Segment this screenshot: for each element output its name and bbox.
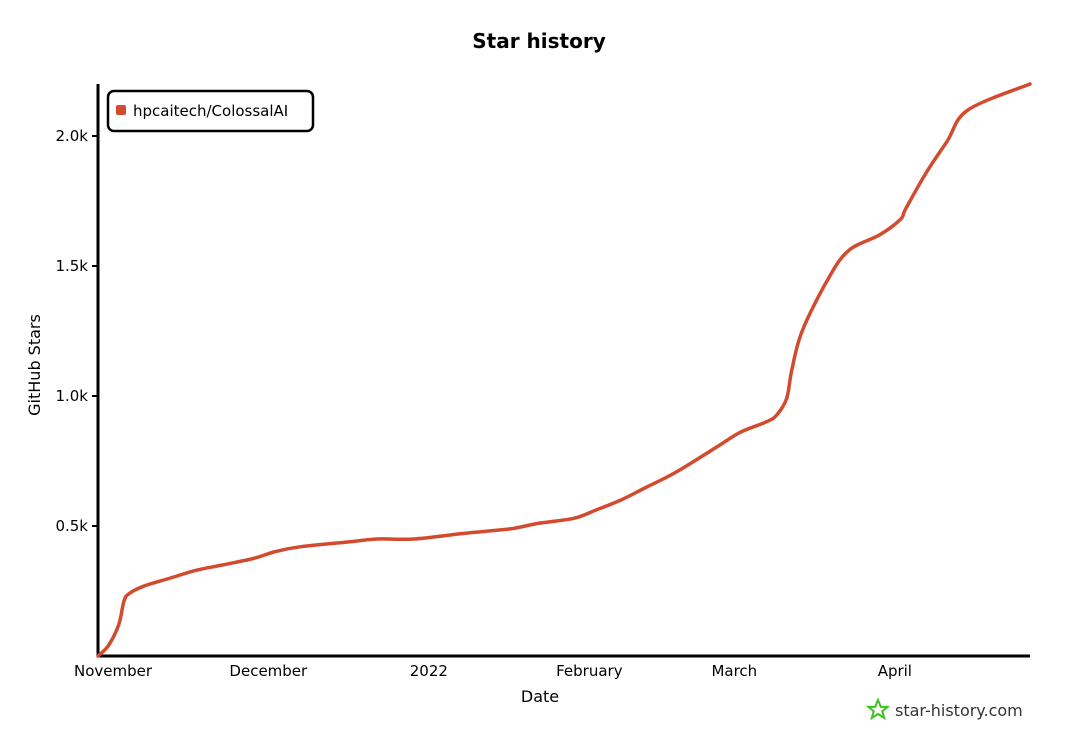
y-tick-label: 0.5k	[55, 517, 88, 535]
x-tick-label: April	[878, 662, 912, 680]
x-tick-label: 2022	[410, 662, 448, 680]
x-ticks: November December 2022 February March April	[74, 662, 912, 680]
x-tick-label: March	[711, 662, 757, 680]
y-tick-label: 1.5k	[55, 257, 88, 275]
legend-label: hpcaitech/ColossalAI	[133, 102, 288, 120]
y-axis-label: GitHub Stars	[25, 314, 44, 416]
x-axis-label: Date	[521, 687, 559, 706]
y-ticks: 0.5k 1.0k 1.5k 2.0k	[55, 127, 98, 535]
watermark-text: star-history.com	[895, 701, 1023, 720]
series-layer	[96, 82, 1032, 658]
legend-swatch	[116, 105, 126, 115]
watermark: star-history.com	[865, 697, 1023, 721]
x-tick-label: November	[74, 662, 153, 680]
x-tick-label: December	[229, 662, 308, 680]
legend-box	[106, 89, 315, 133]
axes	[96, 84, 1030, 658]
legend: hpcaitech/ColossalAI	[106, 89, 315, 133]
x-tick-label: February	[556, 662, 623, 680]
y-tick-label: 2.0k	[55, 127, 88, 145]
y-tick-label: 1.0k	[55, 387, 88, 405]
series-line	[96, 82, 1032, 658]
chart-title: Star history	[472, 29, 606, 53]
star-icon	[865, 697, 891, 721]
